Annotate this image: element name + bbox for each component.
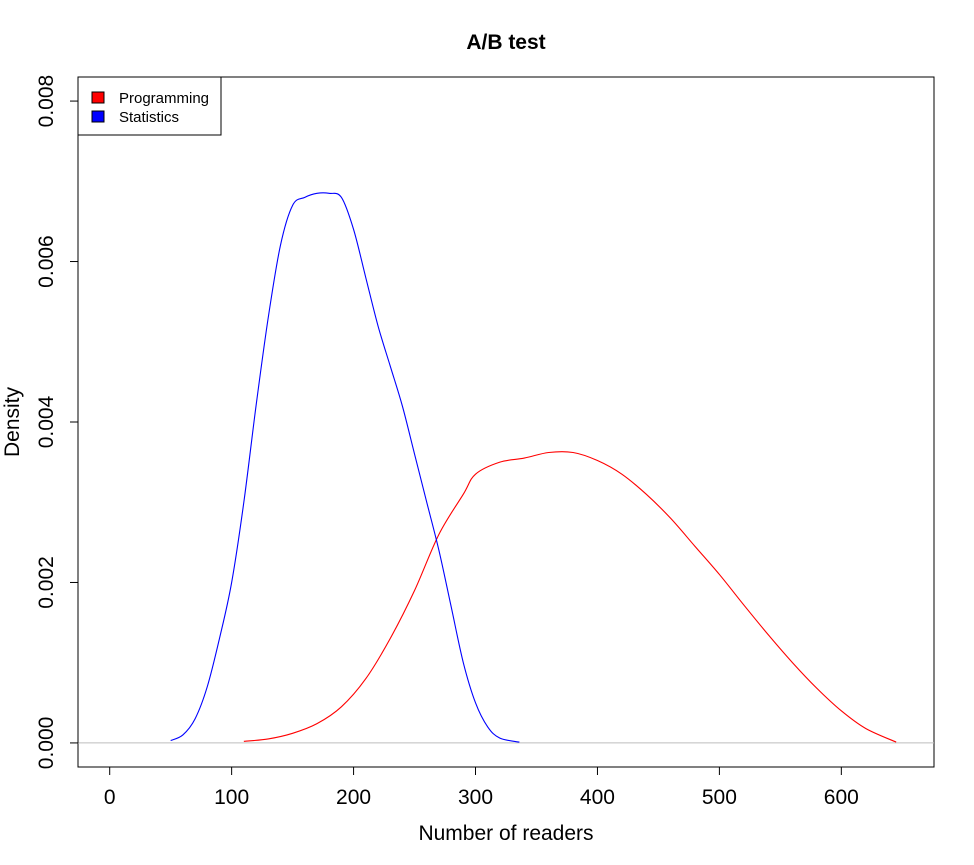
- x-tick-label: 100: [214, 786, 249, 809]
- y-tick-label: 0.002: [35, 556, 58, 609]
- x-tick-label: 200: [336, 786, 371, 809]
- y-tick-label: 0.004: [35, 395, 58, 448]
- y-axis-label: Density: [1, 386, 24, 457]
- plot-area-border: [77, 76, 935, 768]
- y-tick-label: 0.008: [35, 75, 58, 128]
- legend-box: [77, 76, 222, 136]
- legend-swatch: [91, 110, 105, 123]
- legend: Programming Statistics: [77, 76, 222, 136]
- x-axis-label: Number of readers: [418, 822, 593, 845]
- series-line-programming: [243, 451, 897, 743]
- x-tick-label: 400: [580, 786, 615, 809]
- y-axis: 0.000 0.002 0.004 0.006 0.008: [35, 75, 79, 770]
- legend-swatch: [91, 91, 105, 104]
- y-tick-label: 0.006: [35, 235, 58, 288]
- x-tick-label: 0: [104, 786, 116, 809]
- x-axis: 0 100 200 300 400 500 600: [104, 766, 859, 809]
- x-tick-label: 300: [458, 786, 493, 809]
- legend-label: Statistics: [119, 109, 179, 126]
- series-line-statistics: [170, 192, 520, 743]
- legend-label: Programming: [119, 90, 209, 107]
- chart-title: A/B test: [466, 31, 545, 54]
- x-tick-label: 600: [824, 786, 859, 809]
- x-tick-label: 500: [702, 786, 737, 809]
- y-tick-label: 0.000: [35, 717, 58, 770]
